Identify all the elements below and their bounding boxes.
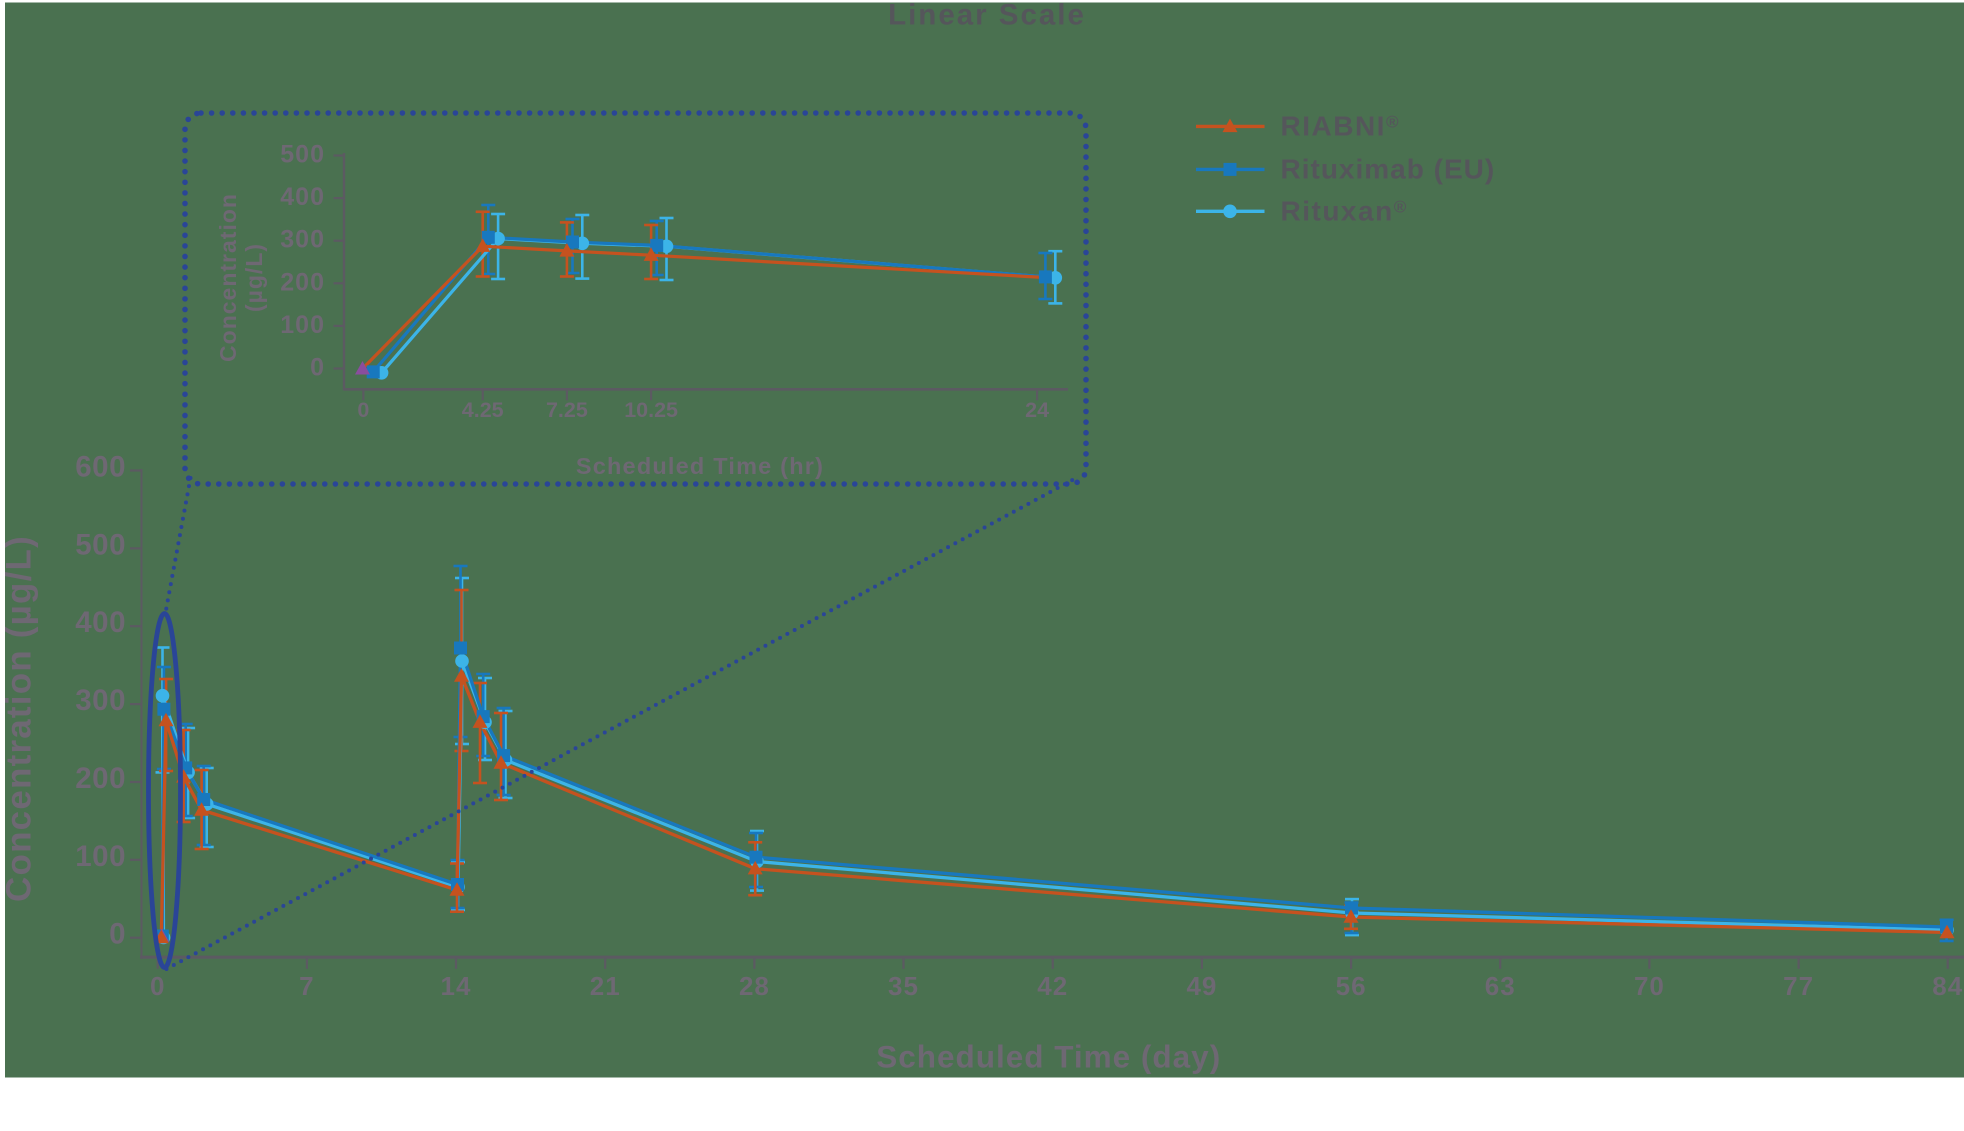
svg-text:21: 21	[590, 971, 621, 1001]
svg-text:Rituxan®: Rituxan®	[1281, 196, 1408, 227]
svg-text:56: 56	[1336, 971, 1367, 1001]
svg-text:100: 100	[75, 840, 126, 873]
svg-text:Scheduled Time (day): Scheduled Time (day)	[876, 1039, 1221, 1075]
svg-text:77: 77	[1783, 971, 1814, 1001]
svg-text:84: 84	[1932, 971, 1963, 1001]
svg-text:24: 24	[1025, 398, 1049, 422]
svg-text:Scheduled Time (hr): Scheduled Time (hr)	[576, 453, 824, 479]
svg-text:14: 14	[441, 971, 472, 1001]
svg-text:600: 600	[75, 451, 126, 484]
svg-text:35: 35	[888, 971, 919, 1001]
svg-text:300: 300	[280, 226, 325, 254]
svg-text:0: 0	[357, 398, 369, 422]
svg-text:42: 42	[1037, 971, 1068, 1001]
svg-text:RIABNI®: RIABNI®	[1281, 111, 1400, 142]
svg-text:500: 500	[280, 141, 325, 169]
svg-text:400: 400	[75, 606, 126, 639]
svg-text:100: 100	[280, 311, 325, 339]
svg-text:28: 28	[739, 971, 770, 1001]
svg-text:0: 0	[150, 971, 165, 1001]
svg-text:Rituximab (EU): Rituximab (EU)	[1281, 154, 1496, 185]
svg-text:7.25: 7.25	[546, 398, 588, 422]
svg-text:Linear Scale: Linear Scale	[888, 0, 1086, 32]
svg-text:(µg/L): (µg/L)	[241, 243, 267, 312]
svg-text:300: 300	[75, 684, 126, 717]
svg-text:200: 200	[280, 268, 325, 296]
svg-text:0: 0	[310, 354, 325, 382]
svg-text:10.25: 10.25	[624, 398, 678, 422]
svg-text:500: 500	[75, 528, 126, 561]
svg-text:4.25: 4.25	[462, 398, 504, 422]
svg-text:63: 63	[1485, 971, 1516, 1001]
svg-text:49: 49	[1186, 971, 1217, 1001]
svg-text:7: 7	[299, 971, 314, 1001]
svg-text:400: 400	[280, 183, 325, 211]
svg-text:Concentration: Concentration	[215, 193, 241, 362]
svg-text:70: 70	[1634, 971, 1665, 1001]
svg-text:0: 0	[109, 918, 126, 951]
svg-text:200: 200	[75, 762, 126, 795]
svg-text:Concentration (µg/L): Concentration (µg/L)	[0, 535, 39, 902]
